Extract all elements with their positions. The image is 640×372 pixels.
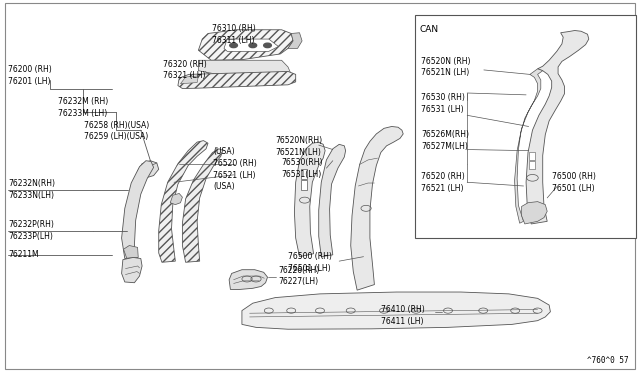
Polygon shape xyxy=(294,142,325,257)
Text: 76232N(RH)
76233N(LH): 76232N(RH) 76233N(LH) xyxy=(8,179,55,200)
Polygon shape xyxy=(351,126,403,290)
Circle shape xyxy=(230,43,237,48)
Text: 76226(RH)
76227(LH): 76226(RH) 76227(LH) xyxy=(278,266,319,286)
Polygon shape xyxy=(159,141,208,262)
Polygon shape xyxy=(124,246,138,258)
Polygon shape xyxy=(224,39,278,51)
Polygon shape xyxy=(178,71,296,89)
Circle shape xyxy=(264,43,271,48)
Polygon shape xyxy=(122,257,142,283)
Circle shape xyxy=(249,43,257,48)
Text: 76530 (RH)
76531 (LH): 76530 (RH) 76531 (LH) xyxy=(421,93,465,114)
Text: (USA)
76520 (RH)
76521 (LH)
(USA): (USA) 76520 (RH) 76521 (LH) (USA) xyxy=(213,147,257,192)
Text: 76310 (RH)
76311 (LH): 76310 (RH) 76311 (LH) xyxy=(212,24,256,45)
Polygon shape xyxy=(122,161,154,259)
Text: 76530(RH)
76531(LH): 76530(RH) 76531(LH) xyxy=(282,158,323,179)
Text: 76320 (RH)
76321 (LH): 76320 (RH) 76321 (LH) xyxy=(163,60,207,80)
Polygon shape xyxy=(198,30,293,60)
Polygon shape xyxy=(180,76,198,84)
Polygon shape xyxy=(170,193,182,205)
Text: 76500 (RH)
76501 (LH): 76500 (RH) 76501 (LH) xyxy=(552,172,596,193)
Polygon shape xyxy=(182,149,223,262)
Text: 76520N (RH)
76521N (LH): 76520N (RH) 76521N (LH) xyxy=(421,57,470,77)
Text: 76520N(RH)
76521N(LH): 76520N(RH) 76521N(LH) xyxy=(275,136,323,157)
Polygon shape xyxy=(301,169,307,179)
Polygon shape xyxy=(224,74,288,83)
Polygon shape xyxy=(138,161,159,178)
Bar xyxy=(415,15,636,238)
Text: 76211M: 76211M xyxy=(8,250,39,259)
Polygon shape xyxy=(301,180,307,190)
Polygon shape xyxy=(319,144,346,257)
Polygon shape xyxy=(526,31,589,224)
Polygon shape xyxy=(529,161,535,169)
Polygon shape xyxy=(529,152,535,160)
Polygon shape xyxy=(198,60,291,78)
Polygon shape xyxy=(515,69,543,223)
Text: 76232P(RH)
76233P(LH): 76232P(RH) 76233P(LH) xyxy=(8,220,54,241)
Polygon shape xyxy=(242,292,550,329)
Polygon shape xyxy=(522,202,547,224)
Text: 76520 (RH)
76521 (LH): 76520 (RH) 76521 (LH) xyxy=(421,172,465,193)
Text: CAN: CAN xyxy=(419,25,438,34)
Text: ^760^0 57: ^760^0 57 xyxy=(587,356,628,365)
Text: 76526M(RH)
76527M(LH): 76526M(RH) 76527M(LH) xyxy=(421,130,469,151)
Polygon shape xyxy=(288,33,302,48)
Text: 76258 (RH)(USA)
76259 (LH)(USA): 76258 (RH)(USA) 76259 (LH)(USA) xyxy=(84,121,150,141)
Text: 76410 (RH)
76411 (LH): 76410 (RH) 76411 (LH) xyxy=(381,305,424,326)
Text: 76200 (RH)
76201 (LH): 76200 (RH) 76201 (LH) xyxy=(8,65,52,86)
Text: 76232M (RH)
76233M (LH): 76232M (RH) 76233M (LH) xyxy=(58,97,108,118)
Polygon shape xyxy=(229,270,268,289)
Text: 76500 (RH)
76501 (LH): 76500 (RH) 76501 (LH) xyxy=(288,252,332,273)
